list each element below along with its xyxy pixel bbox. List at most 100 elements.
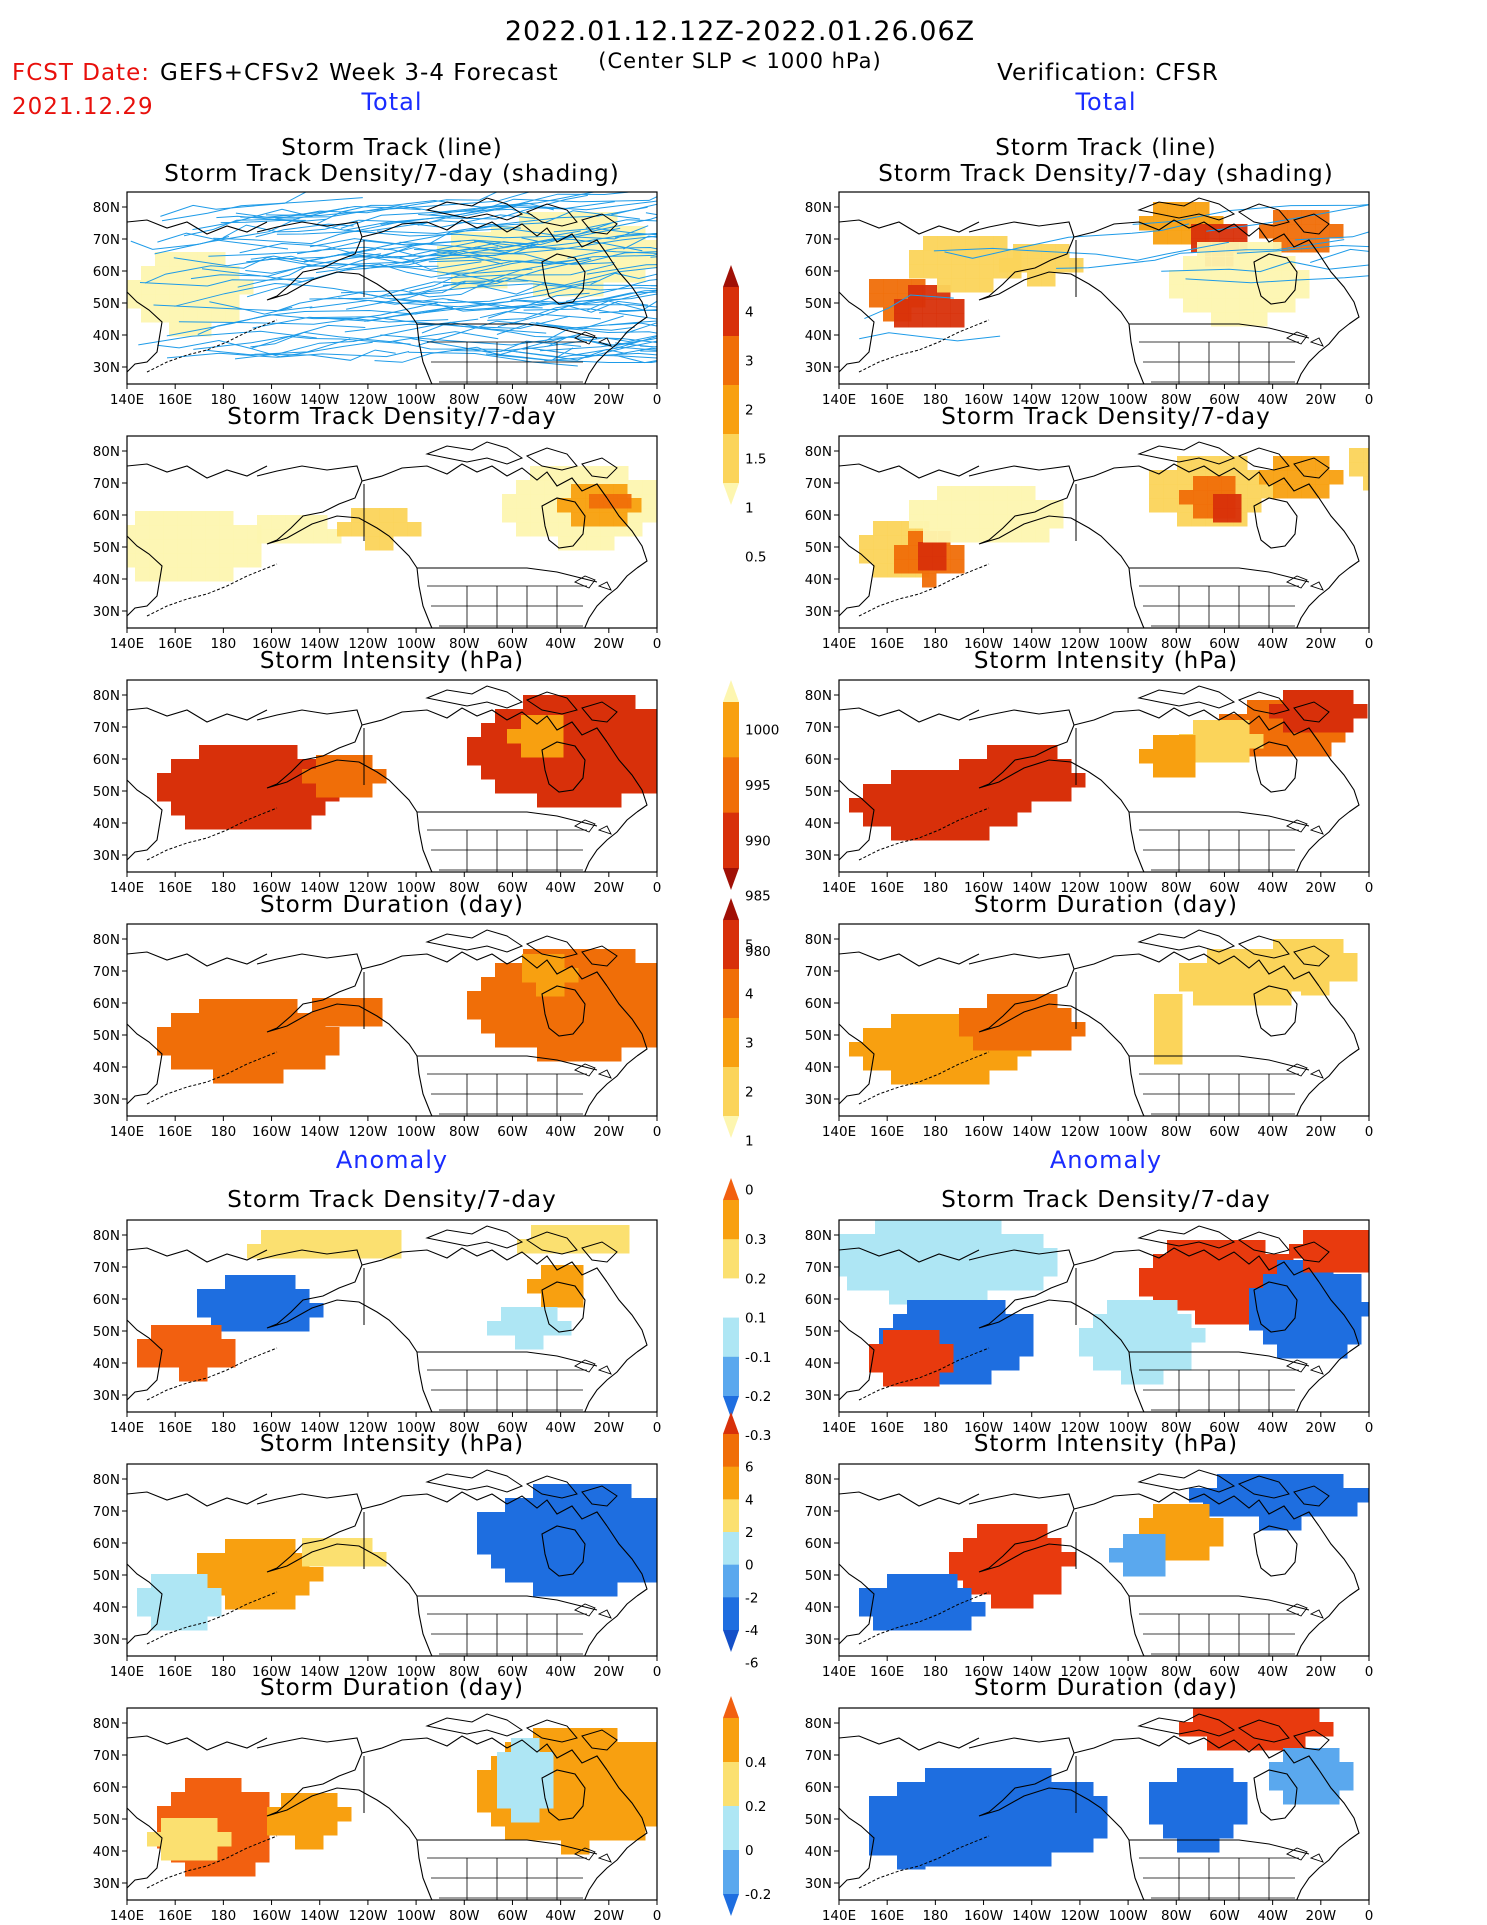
storm-track-line — [138, 330, 317, 346]
shaded-cell — [179, 1602, 194, 1617]
lon-tick-label: 0 — [1365, 880, 1374, 896]
lon-tick-label: 140E — [822, 1124, 856, 1140]
shaded-cell — [659, 1770, 674, 1785]
storm-track-line — [166, 351, 410, 359]
shaded-cell — [621, 991, 636, 1006]
shaded-cell — [957, 1616, 972, 1631]
shaded-cell — [1154, 1050, 1169, 1065]
shaded-cell — [561, 1784, 576, 1799]
shaded-cell — [999, 258, 1014, 273]
shaded-cell — [1051, 1824, 1066, 1839]
storm-track-line — [944, 223, 1190, 259]
shaded-cell — [1071, 773, 1086, 788]
shaded-cell — [502, 494, 517, 509]
lat-tick-label: 80N — [93, 1228, 120, 1244]
lon-tick-label: 160E — [870, 880, 904, 896]
shaded-cell — [197, 294, 212, 309]
shaded-cell — [1163, 1782, 1178, 1797]
shaded-cell — [225, 1595, 240, 1610]
lat-tick-label: 30N — [805, 604, 832, 620]
shaded-cell — [561, 1568, 576, 1583]
shaded-cell — [1123, 1534, 1138, 1549]
shaded-cell — [505, 1540, 520, 1555]
shaded-cell — [929, 1616, 944, 1631]
shaded-cell — [1179, 1722, 1194, 1737]
shaded-cell — [283, 1027, 298, 1042]
colorbar-swatch — [723, 1200, 739, 1240]
shaded-cell — [516, 480, 531, 495]
shaded-cell — [177, 553, 192, 568]
shaded-cell — [905, 826, 920, 841]
shaded-cell — [631, 254, 646, 269]
lon-tick-label: 180 — [922, 880, 948, 896]
shaded-cell — [897, 1841, 912, 1856]
shaded-cell — [1347, 1302, 1362, 1317]
shaded-cell — [589, 1798, 604, 1813]
shaded-cell — [183, 266, 198, 281]
colorbar-swatch — [723, 1317, 739, 1358]
shaded-cell — [509, 963, 524, 978]
lat-tick-label: 40N — [93, 1356, 120, 1372]
shaded-cell — [859, 1602, 874, 1617]
shaded-cell — [535, 729, 550, 744]
lon-tick-label: 100W — [397, 392, 436, 408]
storm-track-line — [539, 337, 657, 352]
shaded-cell — [949, 1314, 964, 1329]
shaded-cell — [933, 784, 948, 799]
figure-subtitle: (Center SLP < 1000 hPa) — [598, 49, 881, 73]
shaded-cell — [325, 1027, 340, 1042]
lon-tick-label: 140W — [1012, 1124, 1051, 1140]
shaded-cell — [889, 1220, 904, 1235]
shaded-cell — [575, 1742, 590, 1757]
shaded-cell — [1195, 202, 1210, 217]
shaded-cell — [1177, 1810, 1192, 1825]
shaded-cell — [533, 1826, 548, 1841]
shaded-cell — [967, 1852, 982, 1867]
shaded-cell — [1249, 1722, 1264, 1737]
shaded-cell — [533, 1526, 548, 1541]
shaded-cell — [561, 1826, 576, 1841]
shaded-cell — [875, 1234, 890, 1249]
shaded-cell — [1149, 1328, 1164, 1343]
shaded-cell — [1231, 1502, 1246, 1517]
lon-tick-label: 20W — [594, 880, 625, 896]
shaded-cell — [509, 977, 524, 992]
shaded-cell — [987, 1220, 1002, 1235]
lat-tick-label: 70N — [805, 1260, 832, 1276]
shaded-cell — [497, 1780, 512, 1795]
lon-tick-label: 40W — [545, 880, 576, 896]
shaded-cell — [649, 723, 657, 738]
shaded-cell — [897, 1827, 912, 1842]
shaded-cell — [177, 567, 192, 582]
shaded-cell — [516, 508, 531, 523]
shaded-cell — [977, 1342, 992, 1357]
shaded-cell — [345, 1230, 360, 1245]
shaded-cell — [141, 266, 156, 281]
shaded-cell — [1233, 470, 1248, 485]
shaded-cell — [572, 466, 587, 481]
shaded-cell — [495, 779, 510, 794]
shaded-cell — [1051, 1810, 1066, 1825]
shaded-cell — [1263, 1330, 1278, 1345]
shaded-cell — [312, 1012, 327, 1027]
shaded-cell — [523, 1033, 538, 1048]
shaded-cell — [1249, 991, 1264, 1006]
lon-tick-label: 120W — [1060, 1908, 1099, 1924]
shaded-cell — [1329, 967, 1344, 982]
storm-track-line — [364, 260, 482, 270]
shaded-cell — [991, 1594, 1006, 1609]
shaded-cell — [1315, 470, 1330, 485]
shaded-cell — [1167, 230, 1182, 245]
shaded-cell — [199, 815, 214, 830]
shaded-cell — [925, 1372, 940, 1387]
shaded-cell — [519, 226, 534, 241]
shaded-cell — [1245, 1488, 1260, 1503]
shaded-cell — [1277, 1316, 1292, 1331]
shaded-cell — [253, 1581, 268, 1596]
lon-tick-label: 120W — [1060, 392, 1099, 408]
shaded-cell — [1047, 1566, 1062, 1581]
shaded-cell — [1207, 949, 1222, 964]
shaded-cell — [323, 1793, 338, 1808]
lat-tick-label: 50N — [805, 296, 832, 312]
